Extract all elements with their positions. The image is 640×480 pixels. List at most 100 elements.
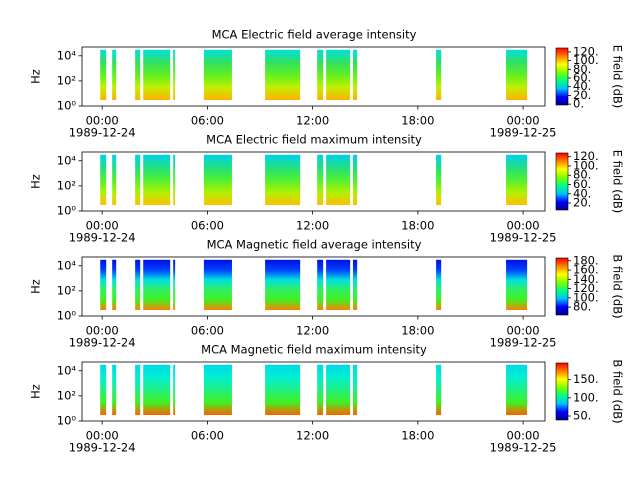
- colorbar-tick-label: 150.: [573, 372, 599, 386]
- x-tick-label: 00:00: [86, 429, 119, 443]
- spectrogram-segment: [436, 259, 442, 311]
- colorbar-tick-label: 60.: [573, 71, 591, 85]
- colorbar-label: E field (dB): [611, 150, 625, 214]
- x-tick-label: 12:00: [296, 324, 329, 338]
- colorbar-tick-label: 0.: [573, 97, 584, 111]
- y-tick-label: 10²: [57, 178, 76, 192]
- spectrogram-segment: [100, 259, 107, 311]
- colorbar: [555, 362, 569, 421]
- colorbar-tick-label: 120.: [573, 281, 599, 295]
- x-tick-label: 18:00: [401, 429, 434, 443]
- colorbar-tick-label: 20.: [573, 196, 591, 210]
- spectrogram-segment: [112, 49, 117, 101]
- spectrogram-segment: [173, 364, 176, 416]
- date-label: 1989-12-25: [490, 336, 557, 350]
- date-label: 1989-12-24: [69, 126, 136, 140]
- spectrogram-segment: [436, 154, 442, 206]
- spectrogram-segment: [203, 49, 232, 101]
- date-label: 1989-12-25: [490, 231, 557, 245]
- colorbar-tick-label: 120.: [573, 44, 599, 58]
- spectrogram-segment: [143, 49, 171, 101]
- spectrogram-segment: [506, 364, 528, 416]
- spectrogram-segment: [317, 259, 324, 311]
- spectrogram-segment: [506, 259, 528, 311]
- plot-frame: [81, 256, 546, 317]
- y-tick-label: 10⁴: [57, 363, 77, 377]
- plot-frame: [81, 151, 546, 212]
- colorbar-tick-label: 80.: [573, 62, 591, 76]
- colorbar-tick-label: 160.: [573, 263, 599, 277]
- plot-frame: [81, 361, 546, 422]
- date-label: 1989-12-25: [490, 441, 557, 455]
- x-tick-label: 12:00: [296, 114, 329, 128]
- spectrogram-segment: [265, 259, 301, 311]
- colorbar: [555, 257, 569, 316]
- spectrogram-segment: [352, 364, 358, 416]
- x-tick-label: 06:00: [191, 324, 224, 338]
- spectrogram-segment: [265, 49, 301, 101]
- spectrogram-segment: [143, 154, 171, 206]
- spectrogram-segment: [352, 154, 358, 206]
- panel-title: MCA Magnetic field average intensity: [207, 238, 422, 252]
- spectrogram-segment: [352, 259, 358, 311]
- spectrogram-segment: [100, 49, 107, 101]
- x-tick-label: 06:00: [191, 114, 224, 128]
- date-label: 1989-12-24: [69, 336, 136, 350]
- spectrogram-segment: [135, 154, 141, 206]
- spectrogram-segment: [317, 364, 324, 416]
- y-tick-label: 10⁰: [57, 204, 77, 218]
- colorbar-label: E field (dB): [611, 45, 625, 109]
- x-tick-label: 00:00: [506, 324, 539, 338]
- spectrogram-segment: [326, 364, 351, 416]
- spectrogram-segment: [100, 154, 107, 206]
- spectrogram-segment: [506, 49, 528, 101]
- spectrogram-segment: [135, 49, 141, 101]
- date-label: 1989-12-24: [69, 441, 136, 455]
- y-tick-label: 10⁴: [57, 153, 77, 167]
- y-axis-label: Hz: [29, 279, 43, 294]
- spectrogram-segment: [135, 364, 141, 416]
- spectrogram-segment: [203, 259, 232, 311]
- x-tick-label: 00:00: [86, 324, 119, 338]
- panel-title: MCA Electric field average intensity: [212, 28, 417, 42]
- y-axis-label: Hz: [29, 174, 43, 189]
- colorbar-tick-label: 140.: [573, 272, 599, 286]
- y-tick-label: 10²: [57, 388, 76, 402]
- spectrogram-segment: [143, 364, 171, 416]
- x-tick-label: 06:00: [191, 429, 224, 443]
- spectrogram-segment: [317, 49, 324, 101]
- date-label: 1989-12-25: [490, 126, 557, 140]
- colorbar: [555, 152, 569, 211]
- y-tick-label: 10⁰: [57, 414, 77, 428]
- x-tick-label: 00:00: [506, 219, 539, 233]
- spectrogram-segment: [100, 364, 107, 416]
- colorbar-tick-label: 60.: [573, 177, 591, 191]
- date-label: 1989-12-24: [69, 231, 136, 245]
- colorbar-tick-label: 100.: [573, 53, 599, 67]
- y-tick-label: 10²: [57, 283, 76, 297]
- spectrogram-segment: [326, 154, 351, 206]
- x-tick-label: 00:00: [86, 114, 119, 128]
- spectrogram-segment: [352, 49, 358, 101]
- colorbar-tick-label: 100.: [573, 290, 599, 304]
- x-tick-label: 00:00: [506, 429, 539, 443]
- spectrogram-segment: [436, 49, 442, 101]
- y-tick-label: 10²: [57, 73, 76, 87]
- spectrogram-segment: [143, 259, 171, 311]
- spectrogram-segment: [317, 154, 324, 206]
- colorbar-tick-label: 40.: [573, 79, 591, 93]
- colorbar-label: B field (dB): [611, 359, 625, 423]
- spectrogram-segment: [326, 49, 351, 101]
- colorbar-tick-label: 100.: [573, 390, 599, 404]
- y-tick-label: 10⁴: [57, 48, 77, 62]
- spectrogram-segment: [112, 364, 117, 416]
- x-tick-label: 00:00: [86, 219, 119, 233]
- spectrogram-segment: [265, 154, 301, 206]
- spectrogram-segment: [203, 154, 232, 206]
- spectrogram-segment: [173, 154, 176, 206]
- colorbar-tick-label: 180.: [573, 253, 599, 267]
- colorbar-tick-label: 50.: [573, 409, 591, 423]
- x-tick-label: 00:00: [506, 114, 539, 128]
- colorbar-tick-label: 80.: [573, 168, 591, 182]
- x-tick-label: 18:00: [401, 114, 434, 128]
